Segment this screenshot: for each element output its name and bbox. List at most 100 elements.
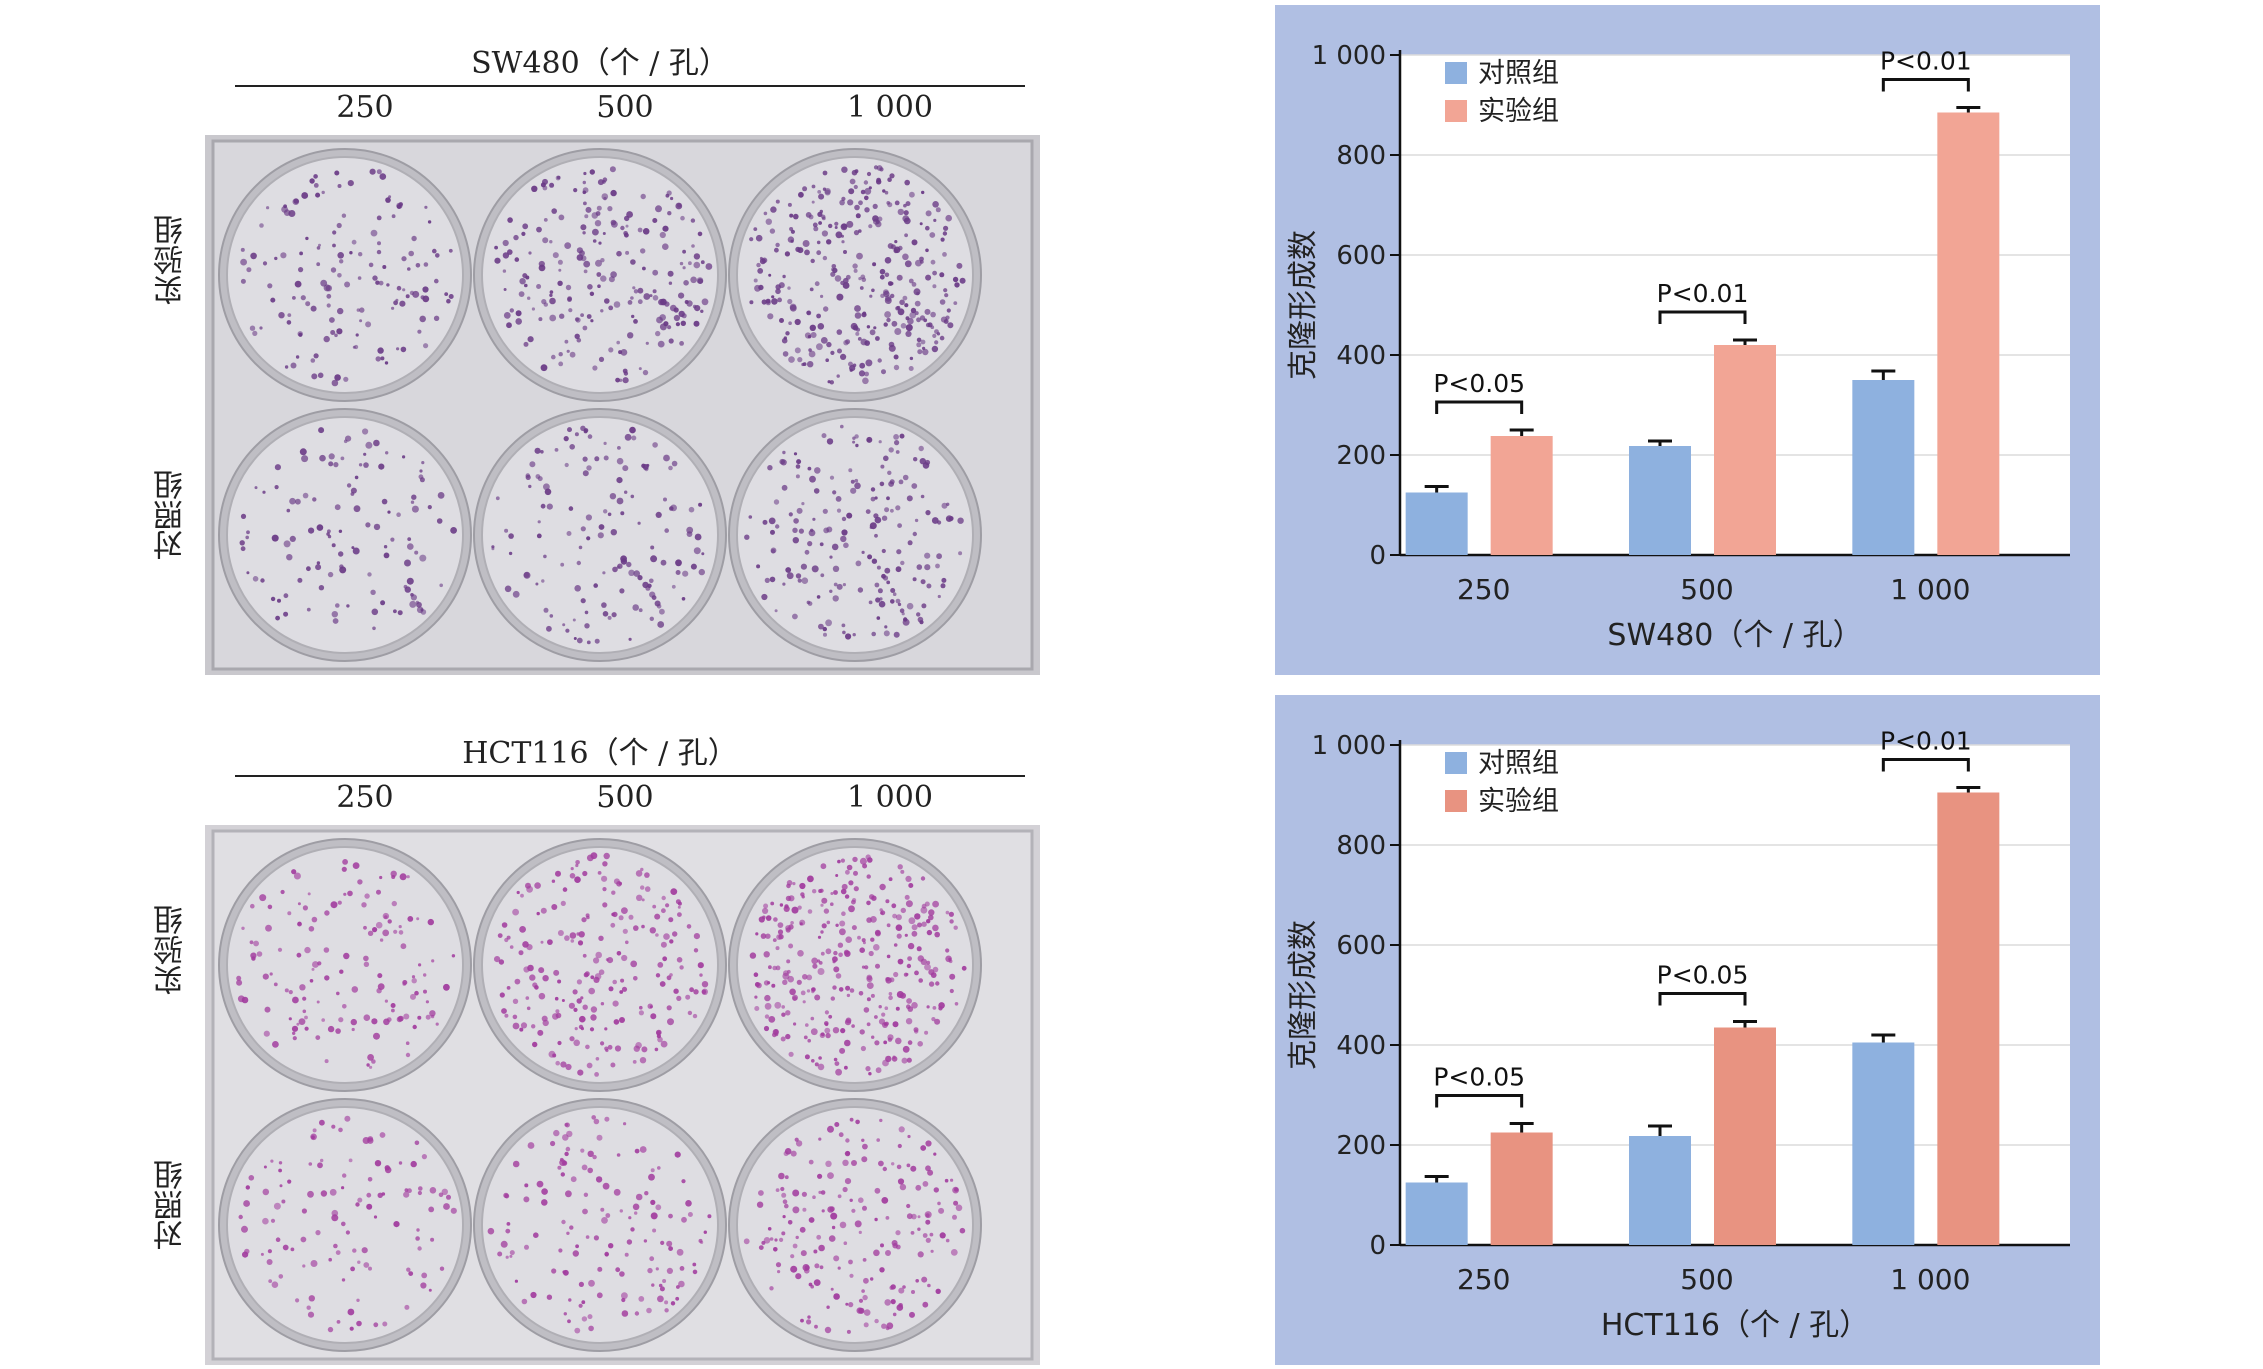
photo-column-label: 500 (596, 90, 654, 125)
colony-dot (806, 1319, 812, 1325)
colony-dot (512, 908, 519, 916)
colony-dot (817, 1173, 823, 1179)
colony-dot (908, 883, 914, 888)
colony-dot (768, 965, 772, 970)
colony-dot (633, 289, 639, 294)
colony-dot (358, 463, 363, 467)
colony-dot (775, 242, 780, 248)
colony-dot (448, 294, 454, 299)
colony-dot (945, 1238, 950, 1243)
colony-dot (643, 293, 651, 300)
colony-dot (833, 1057, 838, 1062)
colony-dot (846, 993, 851, 998)
colony-dot (925, 322, 931, 328)
colony-dot (871, 288, 875, 293)
colony-dot (934, 1018, 941, 1025)
colony-dot (616, 1153, 621, 1157)
colony-dot (252, 330, 258, 336)
colony-dot (273, 982, 278, 987)
colony-dot (564, 935, 570, 941)
colony-dot (659, 981, 666, 987)
colony-dot (907, 1040, 913, 1045)
colony-dot (799, 882, 806, 890)
colony-dot (363, 961, 370, 967)
colony-dot (265, 924, 272, 932)
colony-dot (660, 941, 667, 948)
colony-dot (917, 955, 924, 962)
colony-dot (642, 266, 646, 271)
colony-dot (830, 892, 834, 895)
colony-dot (607, 206, 613, 212)
colony-dot (621, 986, 628, 992)
colony-dot (443, 1203, 450, 1210)
colony-dot (854, 305, 861, 312)
photo-header-rule (235, 85, 1025, 87)
colony-dot (806, 974, 813, 981)
colony-dot (810, 332, 817, 338)
colony-dot (765, 300, 771, 306)
colony-dot (644, 886, 651, 892)
colony-dot (581, 1300, 586, 1305)
colony-dot (508, 551, 513, 556)
colony-dot (589, 291, 595, 296)
colony-dot (930, 311, 936, 318)
colony-dot (378, 280, 384, 286)
colony-dot (948, 959, 953, 964)
colony-dot (324, 1059, 329, 1064)
chart-panel-hct116: 0 200 400 600 800 1 000 P<0.05 250 P<0.05 500 P<0.… (1275, 695, 2100, 1365)
colony-dot (819, 888, 824, 893)
colony-dot (527, 336, 534, 343)
colony-dot (780, 1186, 785, 1192)
colony-dot (853, 230, 860, 236)
colony-dot (628, 637, 632, 641)
colony-dot (619, 990, 624, 994)
colony-dot (788, 1051, 794, 1057)
colony-dot (679, 1266, 685, 1271)
colony-dot (331, 1124, 336, 1129)
colony-dot (537, 1029, 544, 1036)
colony-dot (891, 1240, 898, 1246)
colony-dot (680, 320, 686, 326)
colony-dot (564, 339, 569, 344)
colony-dot (243, 1200, 250, 1207)
colony-dot (868, 224, 873, 229)
colony-dot (624, 215, 630, 222)
colony-dot (620, 225, 625, 231)
colony-dot (619, 1017, 625, 1023)
colony-dot (959, 277, 966, 284)
colony-dot (512, 998, 519, 1004)
colony-dot (917, 1251, 924, 1258)
colony-dot (925, 210, 932, 217)
colony-dot (865, 359, 873, 367)
colony-dot (549, 314, 557, 322)
colony-dot (804, 1054, 810, 1060)
colony-dot (582, 870, 588, 877)
colony-dot (598, 356, 605, 362)
colony-dot (613, 1019, 620, 1025)
colony-dot (654, 913, 661, 920)
colony-dot (893, 943, 898, 947)
colony-dot (707, 1214, 712, 1219)
colony-dot (343, 439, 348, 444)
colony-dot (578, 1303, 583, 1308)
colony-dot (875, 1067, 882, 1074)
colony-dot (595, 259, 602, 267)
colony-dot (643, 1239, 648, 1243)
colony-dot (928, 914, 934, 921)
colony-dot (953, 925, 958, 930)
colony-dot (924, 1211, 932, 1219)
colony-dot (630, 494, 635, 499)
colony-dot (807, 909, 813, 914)
colony-dot (862, 1258, 867, 1262)
colony-dot (509, 945, 514, 949)
colony-dot (572, 989, 578, 995)
colony-dot (688, 506, 695, 513)
colony-dot (327, 1025, 335, 1033)
colony-dot (273, 1202, 281, 1210)
colony-dot (363, 955, 369, 962)
colony-dot (959, 1227, 966, 1234)
colony-dot (586, 465, 592, 471)
colony-dot (563, 1269, 569, 1276)
colony-dot (570, 867, 574, 871)
colony-dot (785, 925, 791, 931)
